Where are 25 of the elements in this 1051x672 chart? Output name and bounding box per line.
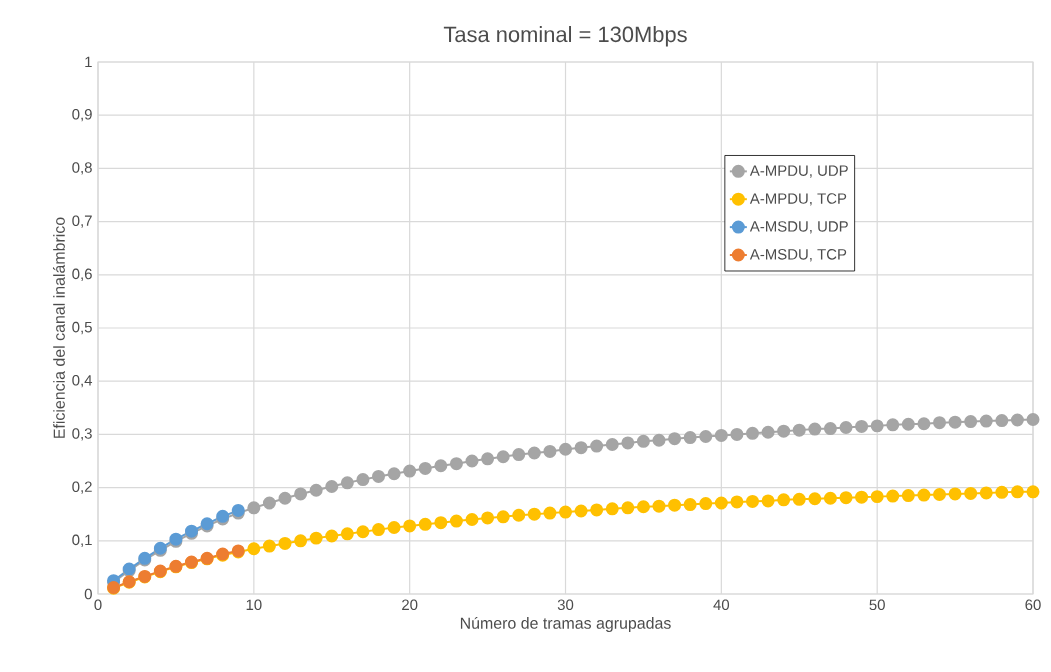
y-tick-label: 0,7 [72, 215, 92, 228]
y-tick-label: 0,6 [72, 268, 92, 281]
legend-label: A-MSDU, UDP [749, 221, 848, 234]
x-tick-label: 40 [713, 599, 730, 611]
x-tick-label: 50 [869, 599, 885, 611]
x-tick-label: 20 [402, 599, 418, 611]
x-tick-label: 10 [246, 599, 262, 611]
y-tick-label: 0,1 [72, 534, 92, 547]
y-tick-label: 1 [85, 56, 92, 68]
chart-title: Tasa nominal = 130Mbps [443, 26, 687, 47]
y-tick-label: 0,9 [72, 109, 92, 122]
y-tick-label: 0,2 [72, 481, 92, 494]
y-tick-label: 0,3 [72, 428, 92, 441]
legend-label: A-MPDU, TCP [749, 193, 847, 206]
x-tick-label: 60 [1025, 599, 1041, 611]
y-tick-label: 0,4 [72, 375, 93, 388]
y-axis-title: Eficiencia del canal inalámbrico [52, 217, 65, 438]
x-tick-label: 0 [94, 599, 102, 611]
x-axis-title: Número de tramas agrupadas [460, 616, 671, 632]
x-tick-label: 30 [557, 599, 574, 611]
legend-label: A-MSDU, TCP [749, 249, 847, 262]
y-tick-label: 0,8 [72, 162, 92, 175]
y-tick-label: 0,5 [72, 321, 92, 335]
legend-label: A-MPDU, UDP [749, 165, 848, 178]
y-tick-label: 0 [84, 588, 92, 600]
